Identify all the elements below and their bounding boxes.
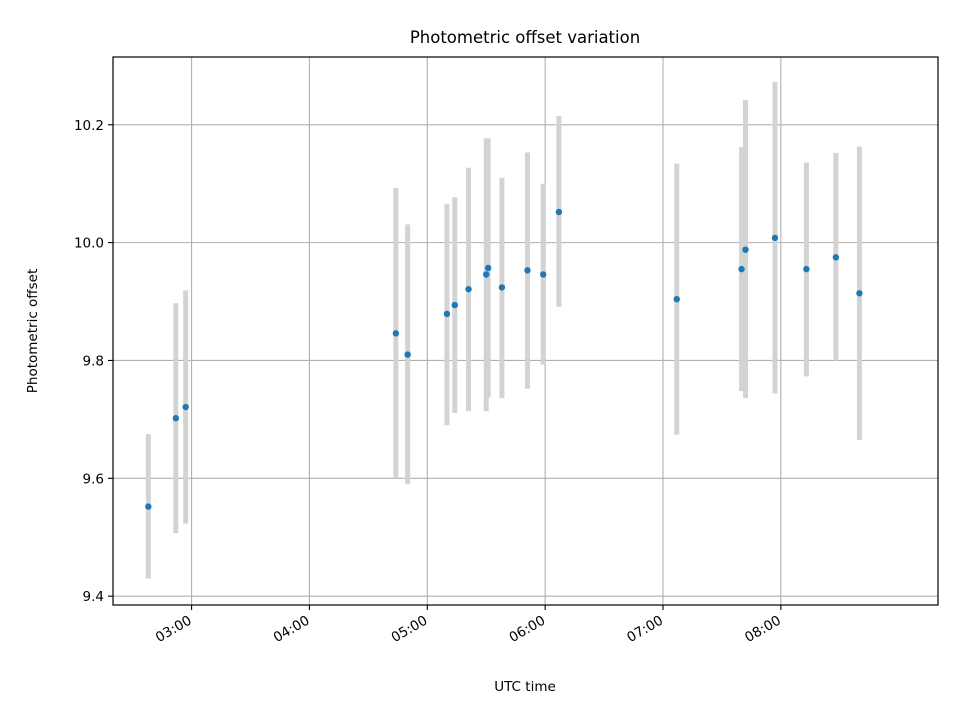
- data-point: [172, 415, 180, 422]
- data-point: [145, 503, 152, 510]
- y-tick-label: 9.4: [83, 589, 104, 605]
- y-tick-label: 10.0: [74, 236, 104, 252]
- data-point: [483, 271, 490, 278]
- data-point: [832, 254, 840, 261]
- data-points: [145, 208, 863, 510]
- data-point: [738, 265, 745, 273]
- data-point: [498, 284, 506, 291]
- data-point: [182, 403, 189, 411]
- data-point: [392, 330, 400, 337]
- data-point: [465, 285, 472, 293]
- data-point: [451, 301, 458, 309]
- plot-frame: [112, 56, 939, 606]
- data-point: [539, 271, 547, 278]
- chart-title: Photometric offset variation: [410, 28, 640, 47]
- y-axis-label: Photometric offset: [25, 269, 41, 393]
- y-tick-label: 9.8: [83, 353, 104, 369]
- data-point: [803, 265, 810, 273]
- data-point: [524, 267, 531, 274]
- y-axis-ticks: 9.4 9.6 9.8 10.0 10.2: [74, 118, 113, 605]
- data-point: [443, 310, 451, 318]
- y-tick-label: 9.6: [83, 471, 104, 487]
- data-point: [555, 208, 563, 216]
- data-point: [742, 246, 749, 253]
- x-axis-label: UTC time: [494, 679, 556, 695]
- y-tick-label: 10.2: [74, 118, 104, 134]
- data-point: [404, 351, 411, 358]
- data-point: [673, 295, 680, 303]
- data-point: [856, 290, 863, 297]
- data-point: [484, 264, 492, 272]
- data-point: [771, 234, 779, 242]
